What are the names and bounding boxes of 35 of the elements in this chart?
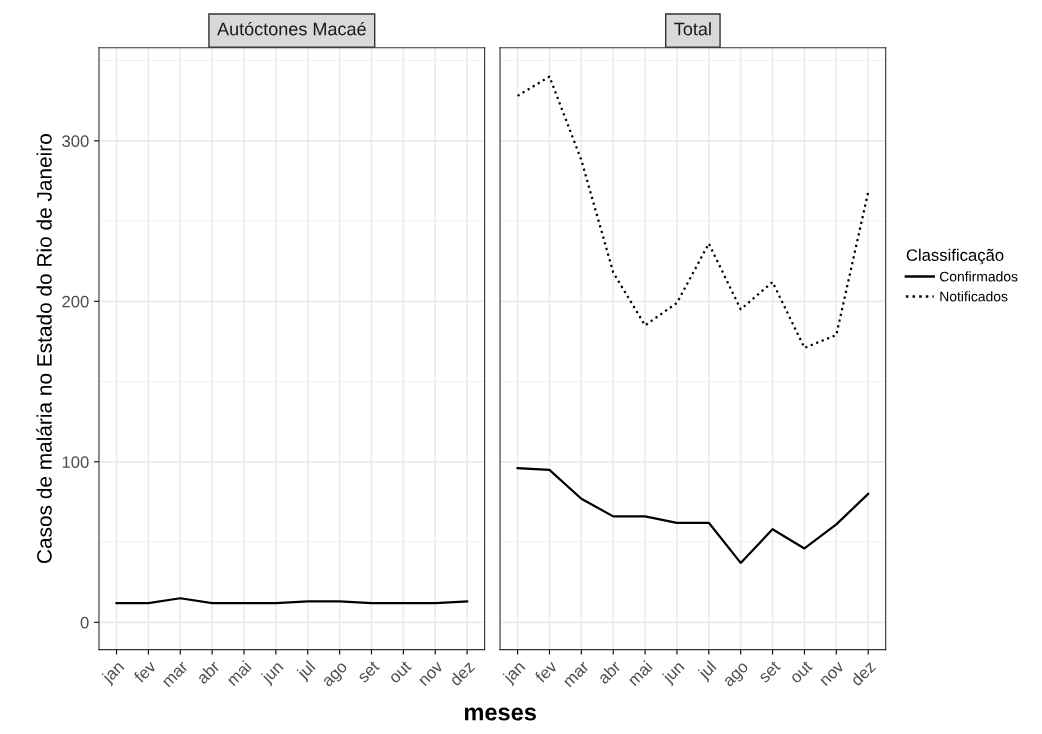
legend-label: Confirmados <box>939 271 1018 282</box>
x-tick-label: ago <box>322 662 351 690</box>
y-axis-title: Casos de malária no Estado do Rio de Janeiro <box>36 134 52 563</box>
x-tick-label: mar <box>564 661 590 688</box>
x-tick-label: set <box>357 660 381 684</box>
x-tick-label: out <box>789 660 813 684</box>
x-tick-label: fev <box>533 659 559 684</box>
x-tick-label: dez <box>448 659 476 687</box>
y-tick-label: 200 <box>62 295 89 308</box>
x-tick-label: jun <box>660 660 688 687</box>
y-tick-label: 100 <box>62 456 89 469</box>
x-tick-label: out <box>388 660 412 684</box>
chart-title: Total <box>674 22 711 36</box>
x-tick-label: nov <box>419 661 444 687</box>
x-tick-label: mai <box>626 660 653 687</box>
x-tick-label: set <box>758 660 782 684</box>
x-tick-label: abr <box>195 659 221 685</box>
y-tick-label: 300 <box>62 135 89 147</box>
x-tick-label: abr <box>596 659 622 685</box>
x-tick-label: jan <box>501 660 528 687</box>
x-tick-label: fev <box>132 659 158 684</box>
x-tick-label: mar <box>162 661 189 688</box>
legend-title: Classificação <box>906 248 1004 265</box>
x-axis-title: meses <box>464 707 536 721</box>
x-tick-label: mai <box>225 660 252 687</box>
chart-title: Autóctones Macaé <box>217 21 366 36</box>
x-tick-label: ago <box>723 662 752 690</box>
legend-label: Notificados <box>940 291 1008 302</box>
y-tick-label: 0 <box>80 616 89 629</box>
x-tick-label: dez <box>849 659 877 687</box>
x-tick-label: jul <box>696 660 720 683</box>
x-tick-label: jan <box>100 660 127 687</box>
x-tick-label: nov <box>820 661 845 687</box>
x-tick-label: jun <box>259 660 287 687</box>
x-tick-label: jul <box>295 660 318 683</box>
